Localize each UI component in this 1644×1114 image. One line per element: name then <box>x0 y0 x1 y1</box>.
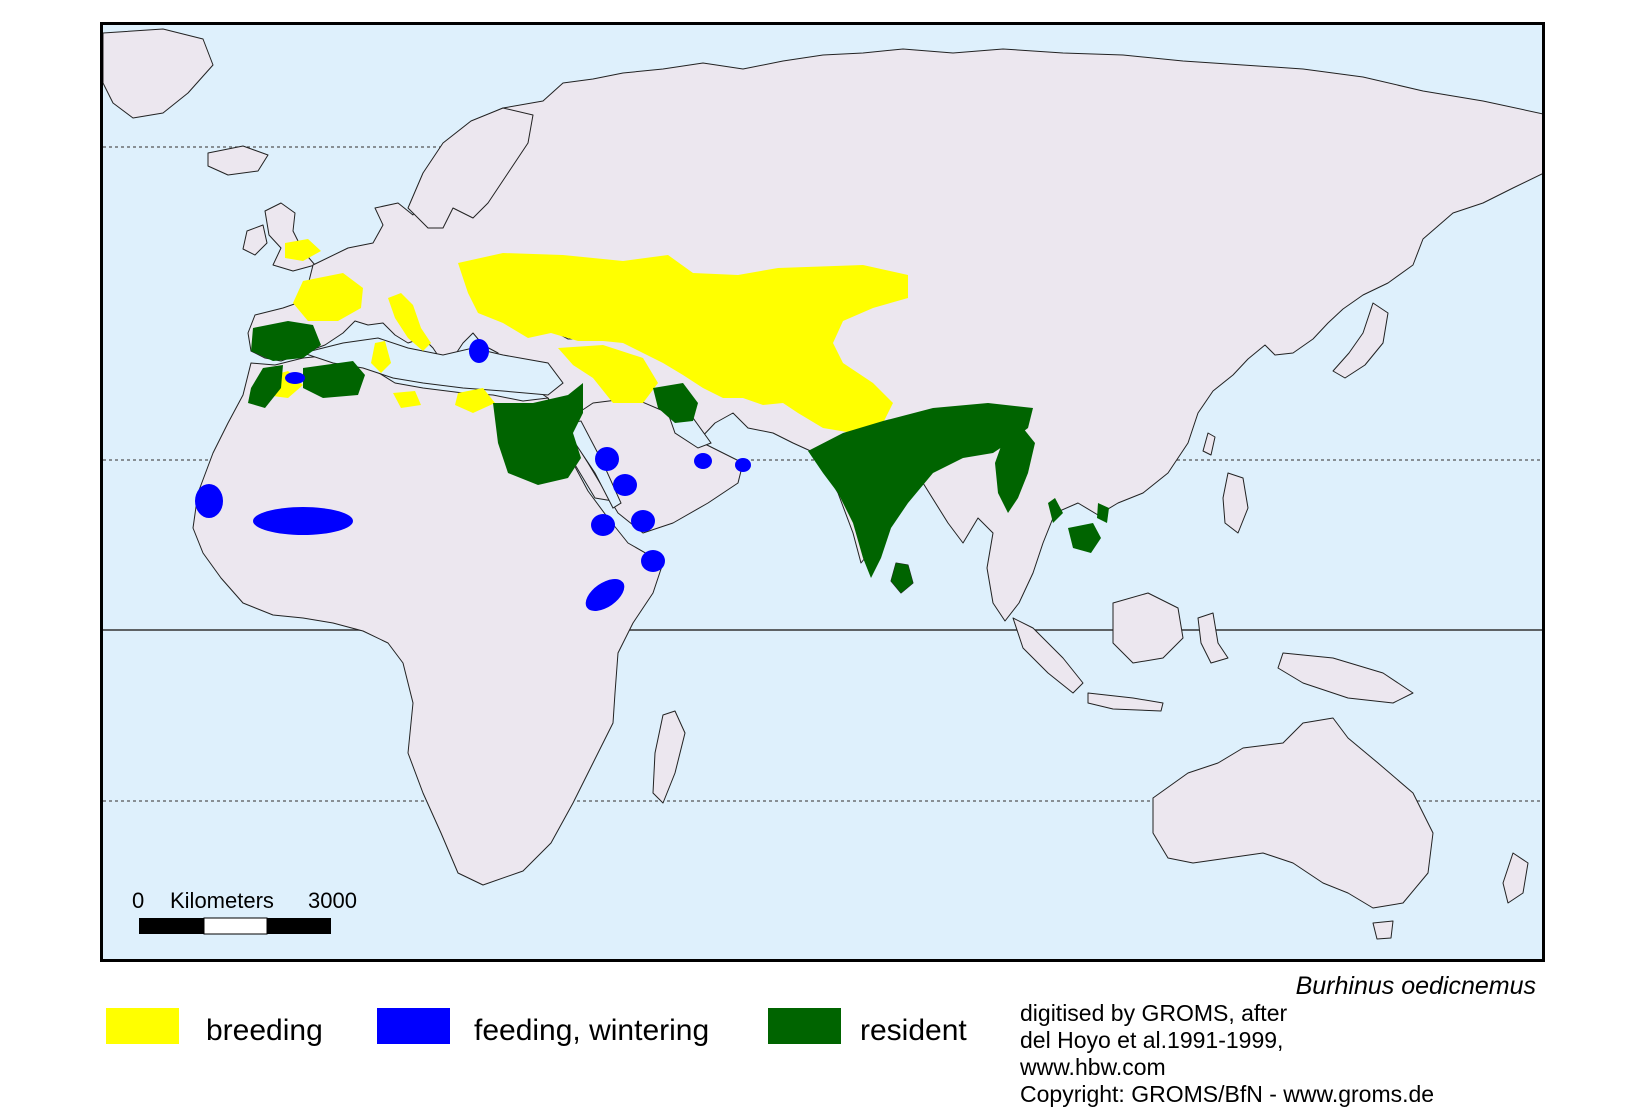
credit-line-2: del Hoyo et al.1991-1999, <box>1020 1027 1284 1053</box>
resident-range-vietnam <box>1097 503 1109 523</box>
map-canvas <box>103 28 1542 940</box>
breeding-range <box>263 239 908 433</box>
breeding-range-central-asia <box>458 253 908 433</box>
wintering-range-morocco <box>285 372 305 384</box>
scale-bar-graphic <box>139 917 331 935</box>
resident-range-iberia <box>251 321 321 361</box>
resident-range <box>248 321 1109 593</box>
japan-land <box>1332 302 1389 379</box>
breeding-range-uk <box>285 239 321 261</box>
credit-line-3: www.hbw.com <box>1020 1054 1166 1080</box>
iceland-land <box>207 145 269 176</box>
scale-end-label: 3000 <box>308 888 357 913</box>
resident-range-algeria <box>303 361 365 398</box>
ireland-land <box>242 224 268 256</box>
scale-unit-label: Kilometers <box>170 888 274 913</box>
legend-resident-label: resident <box>860 1014 967 1047</box>
wintering-range <box>195 339 751 611</box>
resident-range-india <box>808 403 1033 578</box>
scale-start-label: 0 <box>132 888 145 913</box>
wintering-range-sahel <box>253 507 353 535</box>
species-name: Burhinus oedicnemus <box>1295 972 1536 1000</box>
new-guinea-land <box>1277 652 1414 704</box>
legend-resident-swatch <box>768 1008 841 1044</box>
wintering-range-kenya <box>585 579 625 611</box>
credits: digitised by GROMS, after del Hoyo et al… <box>1020 1000 1434 1108</box>
legend-wintering-label: feeding, wintering <box>474 1014 710 1047</box>
wintering-range-oman <box>735 458 751 472</box>
red-sea <box>567 420 622 509</box>
greenland-land <box>103 28 214 119</box>
philippines-land <box>1222 472 1249 534</box>
wintering-range-sudan-2 <box>613 474 637 496</box>
wintering-range-somalia <box>641 550 665 572</box>
resident-range-sri-lanka <box>891 563 913 593</box>
legend-wintering-swatch <box>377 1008 450 1044</box>
new-zealand-land <box>1502 852 1529 904</box>
breeding-range-libya <box>455 388 495 413</box>
credit-line-1: digitised by GROMS, after <box>1020 1000 1288 1026</box>
breeding-range-italy <box>388 293 431 351</box>
credit-line-4: Copyright: GROMS/BfN - www.groms.de <box>1020 1081 1435 1107</box>
borneo-land <box>1112 592 1184 664</box>
wintering-range-eritrea <box>631 510 655 532</box>
wintering-range-greece <box>469 339 489 363</box>
wintering-range-senegal <box>195 484 223 518</box>
wintering-range-uae <box>694 453 712 469</box>
legend-breeding-swatch <box>106 1008 179 1044</box>
resident-range-burma <box>995 428 1035 513</box>
legend-breeding-label: breeding <box>206 1014 323 1047</box>
breeding-range-tunisia <box>393 391 421 408</box>
wintering-range-ethiopia <box>591 514 615 536</box>
breeding-range-france <box>293 273 363 321</box>
australia-land <box>1152 717 1434 909</box>
java-land <box>1087 692 1164 712</box>
madagascar-land <box>652 710 686 804</box>
tasmania-land <box>1372 920 1394 940</box>
uk-land <box>264 202 316 272</box>
landmasses <box>103 28 1542 940</box>
taiwan-land <box>1202 432 1216 456</box>
resident-range-gulf <box>653 383 698 423</box>
range-map <box>100 22 1545 962</box>
sumatra-land <box>1012 617 1084 694</box>
breeding-range-levant <box>558 345 658 403</box>
mediterranean-sea <box>301 337 564 396</box>
resident-range-indochina <box>1068 523 1101 553</box>
wintering-range-sudan-1 <box>595 447 619 471</box>
resident-range-thailand <box>1048 498 1063 523</box>
scandinavia-land <box>407 107 534 229</box>
resident-range-morocco <box>248 365 283 408</box>
sulawesi-land <box>1197 612 1229 664</box>
resident-range-egypt <box>493 383 583 485</box>
breeding-range-sardinia <box>371 341 391 373</box>
